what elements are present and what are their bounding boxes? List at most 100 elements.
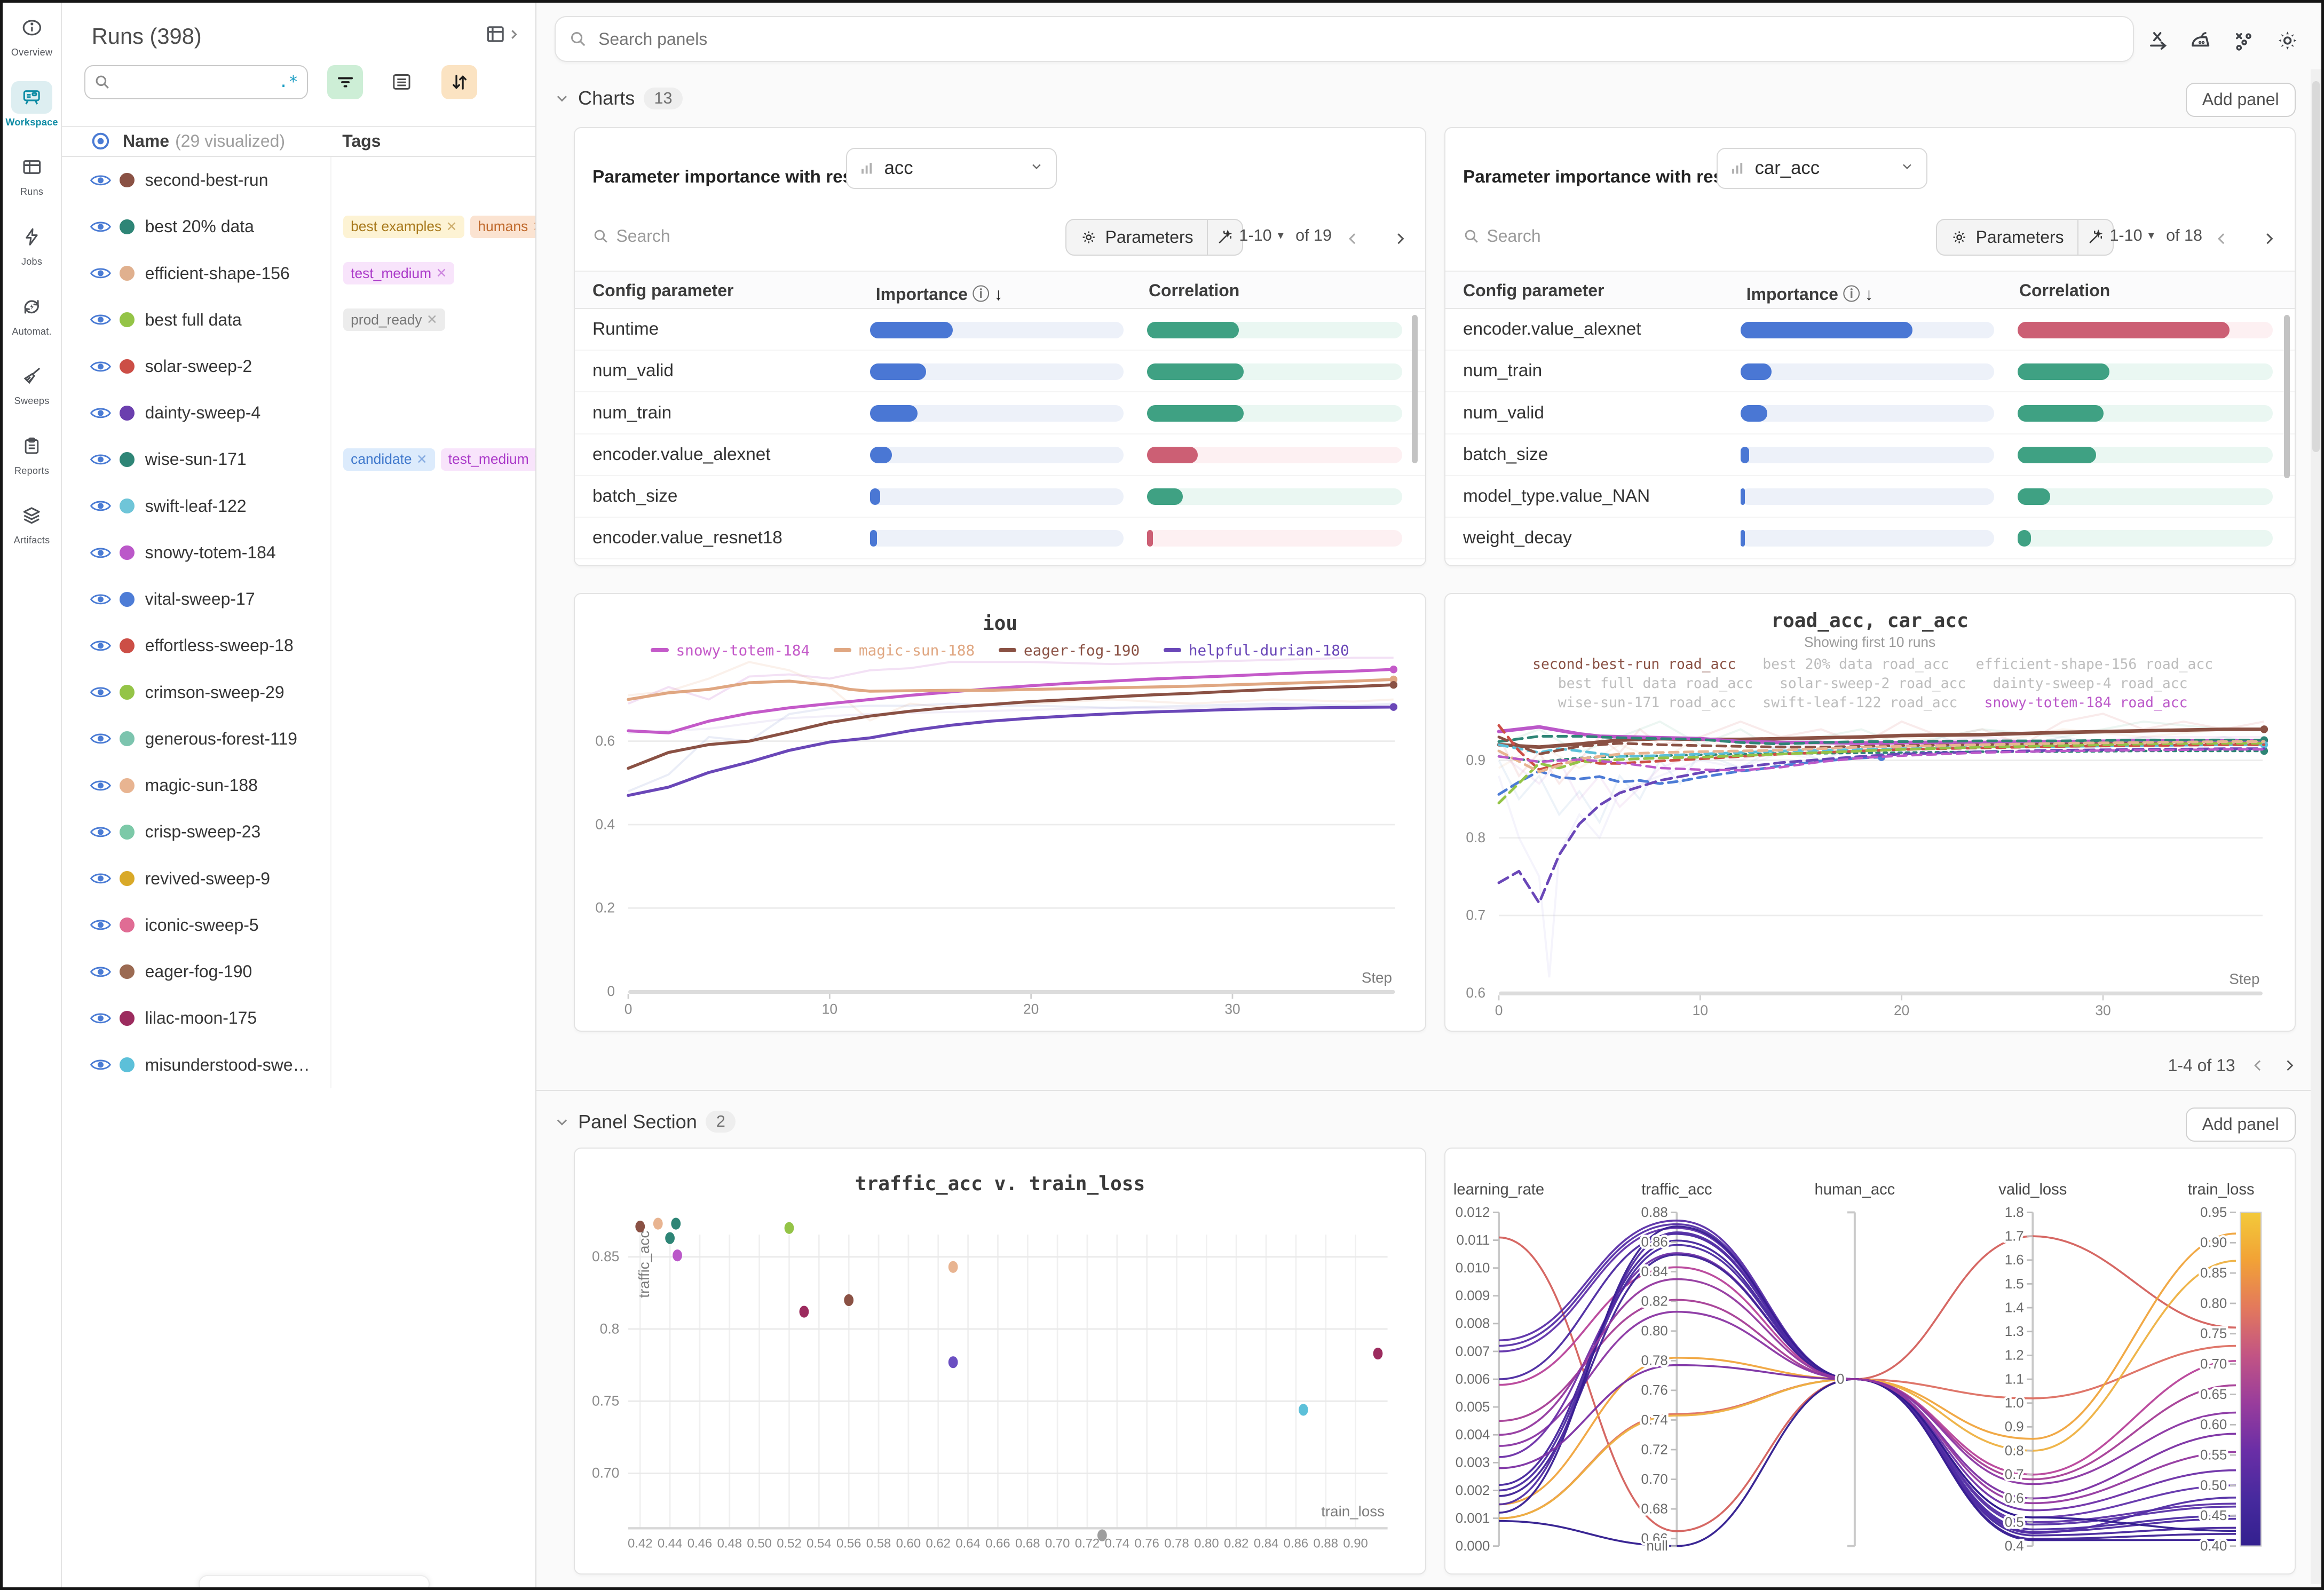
visibility-eye-icon[interactable] <box>90 406 111 421</box>
visibility-eye-icon[interactable] <box>90 173 111 188</box>
run-row[interactable]: swift-leaf-122 <box>62 482 535 529</box>
page-range[interactable]: 1-10 <box>2109 226 2143 244</box>
run-row[interactable]: generous-forest-119 <box>62 715 535 762</box>
col-correlation[interactable]: Correlation <box>2019 280 2110 300</box>
sidebar-item-workspace[interactable]: Workspace <box>3 81 61 146</box>
column-tags-label[interactable]: Tags <box>342 131 381 151</box>
group-list-button[interactable] <box>384 65 420 99</box>
run-name[interactable]: effortless-sweep-18 <box>145 636 294 655</box>
sidebar-item-reports[interactable]: Reports <box>3 430 61 495</box>
visibility-eye-icon[interactable] <box>90 964 111 979</box>
run-row[interactable]: effortless-sweep-18 <box>62 622 535 669</box>
next-page-icon[interactable] <box>2281 1057 2298 1074</box>
param-pagination[interactable]: 1-10 ▾ of 19 <box>1239 226 1332 244</box>
metric-dropdown[interactable]: acc <box>846 147 1057 189</box>
run-row[interactable]: dainty-sweep-4 <box>62 390 535 437</box>
run-name[interactable]: efficient-shape-156 <box>145 263 290 283</box>
run-name[interactable]: snowy-totem-184 <box>145 542 276 562</box>
settings-gear-icon[interactable] <box>2275 28 2300 53</box>
param-pagination[interactable]: 1-10 ▾ of 18 <box>2109 226 2203 244</box>
run-name[interactable]: crisp-sweep-23 <box>145 822 261 842</box>
charts-section-label[interactable]: Charts <box>578 87 635 109</box>
run-name[interactable]: crimson-sweep-29 <box>145 682 284 702</box>
col-correlation[interactable]: Correlation <box>1148 280 1240 300</box>
parameters-button[interactable]: Parameters <box>1937 220 2077 255</box>
visibility-eye-icon[interactable] <box>90 1011 111 1026</box>
visibility-eye-icon[interactable] <box>90 545 111 560</box>
remove-tag-icon[interactable]: ✕ <box>446 219 457 234</box>
remove-tag-icon[interactable]: ✕ <box>416 452 428 467</box>
run-name[interactable]: second-best-run <box>145 170 268 190</box>
visibility-eye-icon[interactable] <box>90 685 111 700</box>
run-row[interactable]: best 20% data best examples ✕ humans ✕ <box>62 203 536 250</box>
sidebar-item-jobs[interactable]: Jobs <box>3 220 61 286</box>
remove-tag-icon[interactable]: ✕ <box>436 266 447 281</box>
visibility-eye-icon[interactable] <box>90 731 111 746</box>
visibility-eye-icon[interactable] <box>90 778 111 793</box>
col-config-parameter[interactable]: Config parameter <box>592 280 734 300</box>
visibility-all-eye-icon[interactable] <box>90 131 111 152</box>
run-row[interactable]: best full data prod_ready ✕ <box>62 296 535 343</box>
param-search[interactable]: Search <box>1463 226 1541 246</box>
remove-tag-icon[interactable]: ✕ <box>533 452 535 468</box>
runs-search-input[interactable]: .* <box>84 65 309 99</box>
prev-page-icon[interactable] <box>1345 226 1361 253</box>
run-row[interactable]: iconic-sweep-5 <box>62 901 535 948</box>
run-name[interactable]: solar-sweep-2 <box>145 357 252 376</box>
filter-button[interactable] <box>327 65 363 99</box>
run-name[interactable]: best 20% data <box>145 217 254 236</box>
table-scrollbar[interactable] <box>2284 315 2290 479</box>
visibility-eye-icon[interactable] <box>90 871 111 886</box>
run-name[interactable]: vital-sweep-17 <box>145 589 255 609</box>
sidebar-item-automat-[interactable]: Automat. <box>3 290 61 355</box>
smoothing-iron-icon[interactable] <box>2188 28 2214 53</box>
col-importance[interactable]: Importance ⓘ ↓ <box>1746 284 1874 304</box>
visibility-eye-icon[interactable] <box>90 266 111 281</box>
run-name[interactable]: iconic-sweep-5 <box>145 915 259 935</box>
visibility-eye-icon[interactable] <box>90 499 111 513</box>
sidebar-item-runs[interactable]: Runs <box>3 151 61 216</box>
panel-search[interactable] <box>554 16 2134 62</box>
visibility-eye-icon[interactable] <box>90 1057 111 1072</box>
run-row[interactable]: magic-sun-188 <box>62 762 535 809</box>
remove-tag-icon[interactable]: ✕ <box>426 312 438 328</box>
run-name[interactable]: wise-sun-171 <box>145 449 247 469</box>
run-name[interactable]: revived-sweep-9 <box>145 868 270 888</box>
run-row[interactable]: crisp-sweep-23 <box>62 809 535 856</box>
sidebar-item-overview[interactable]: Overview <box>3 12 61 77</box>
remove-tag-icon[interactable]: ✕ <box>533 219 536 235</box>
table-view-icon[interactable] <box>485 23 521 46</box>
col-config-parameter[interactable]: Config parameter <box>1463 280 1604 300</box>
run-name[interactable]: best full data <box>145 310 242 329</box>
sidebar-item-artifacts[interactable]: Artifacts <box>3 500 61 565</box>
param-search[interactable]: Search <box>592 226 670 246</box>
next-page-icon[interactable] <box>1392 226 1409 253</box>
add-panel-button[interactable]: Add panel <box>2185 83 2296 117</box>
regex-toggle[interactable]: .* <box>278 73 298 92</box>
add-panel-button[interactable]: Add panel <box>2185 1107 2296 1142</box>
visibility-eye-icon[interactable] <box>90 452 111 467</box>
collapse-chevron-icon[interactable] <box>555 91 570 106</box>
x-axis-settings-icon[interactable] <box>2146 28 2171 53</box>
prev-page-icon[interactable] <box>2250 1057 2266 1074</box>
parameters-button[interactable]: Parameters <box>1066 220 1206 255</box>
run-row[interactable]: vital-sweep-17 <box>62 576 535 623</box>
run-row[interactable]: snowy-totem-184 <box>62 529 535 576</box>
prev-page-icon[interactable] <box>2214 226 2230 253</box>
run-row[interactable]: efficient-shape-156 test_medium ✕ <box>62 250 535 297</box>
run-name[interactable]: swift-leaf-122 <box>145 496 247 516</box>
sidebar-item-sweeps[interactable]: Sweeps <box>3 360 61 425</box>
magic-wand-button[interactable] <box>1206 219 1243 255</box>
panel-search-input[interactable] <box>595 27 2120 51</box>
visibility-eye-icon[interactable] <box>90 592 111 607</box>
visibility-eye-icon[interactable] <box>90 638 111 653</box>
col-importance[interactable]: Importance ⓘ ↓ <box>875 284 1003 304</box>
run-row[interactable]: solar-sweep-2 <box>62 343 535 390</box>
panel-section-label[interactable]: Panel Section <box>578 1110 697 1133</box>
run-row[interactable]: misunderstood-swe… <box>62 1041 535 1088</box>
outliers-icon[interactable] <box>2232 28 2257 53</box>
column-name-label[interactable]: Name <box>123 131 170 151</box>
run-name[interactable]: lilac-moon-175 <box>145 1008 257 1028</box>
visibility-eye-icon[interactable] <box>90 359 111 374</box>
